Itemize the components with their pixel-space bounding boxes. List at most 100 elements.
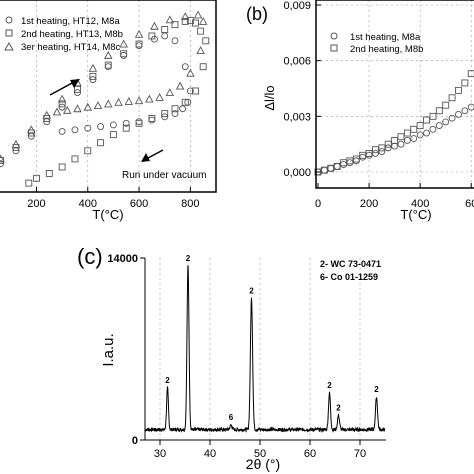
- panel-c-ticks: 30 40 50 60 70 0 14000: [107, 253, 366, 460]
- panel-a-data-point: [114, 97, 123, 106]
- panel-a-data-point: [171, 21, 179, 29]
- legend-entry-a2: 2nd heating, HT13, M8b: [21, 29, 123, 40]
- panel-c-label: (c): [77, 244, 103, 269]
- panel-b-data-point: [384, 144, 392, 152]
- panel-c-ylabel: I.a.u.: [100, 333, 117, 366]
- panel-a-data-point: [104, 61, 112, 69]
- panel-a-ticks: 200 400 600 800: [27, 187, 200, 210]
- panel-b-ytick-label: 0,000: [283, 167, 311, 179]
- panel-b-xtick-label: 400: [411, 198, 429, 210]
- panel-b-xtick-label: 60: [465, 198, 474, 210]
- panel-b-axes-frame: [315, 0, 474, 189]
- panel-b-data-point: [442, 118, 450, 126]
- panel-a-legend: 1st heating, HT12, M8a 2nd heating, HT13…: [4, 16, 123, 53]
- panel-a-data-point: [199, 63, 207, 71]
- panel-a-gridlines: [36, 0, 191, 192]
- xrd-peak-label: 2: [336, 403, 341, 412]
- panel-b-data-point: [403, 129, 411, 137]
- panel-c-xtick-label: 50: [254, 448, 266, 460]
- legend-entry-a1: 1st heating, HT12, M8a: [21, 16, 120, 27]
- xrd-pattern-line: [144, 265, 386, 434]
- panel-a-data-point: [88, 63, 98, 72]
- panel-a-data-point: [145, 94, 154, 103]
- panel-b-ytick-label: 0,003: [283, 111, 311, 123]
- panel-a-data-point: [52, 107, 62, 116]
- legend-entry-b1: 1st heating, M8a: [350, 32, 421, 43]
- xrd-peak-label: 2: [374, 385, 379, 394]
- panel-a-data-point: [161, 110, 169, 118]
- panel-a-data-point: [148, 116, 156, 124]
- panel-b-data-point: [435, 107, 443, 115]
- panel-b-data-point: [410, 125, 418, 133]
- panel-b-data-point: [397, 140, 405, 148]
- panel-a-data-point: [197, 27, 205, 35]
- panel-a: 200 400 600 800 T(°C) 1st heating, HT12, M8…: [0, 0, 217, 222]
- panel-a-data-point: [171, 105, 179, 113]
- panel-b-data-point: [333, 162, 341, 170]
- panel-b-data-point: [416, 122, 424, 130]
- panel-a-data-point: [45, 169, 53, 177]
- panel-a-data-point: [42, 110, 51, 119]
- panel-a-data-point: [186, 17, 194, 25]
- panel-a-data-point: [122, 119, 130, 127]
- panel-a-data-point: [198, 16, 208, 25]
- panel-a-data-point: [135, 40, 143, 48]
- panel-b-xtick-label: 0: [315, 198, 321, 210]
- panel-b-data-point: [378, 148, 386, 156]
- legend-triangle-marker: [4, 41, 14, 51]
- xrd-peak-label: 2: [186, 254, 191, 263]
- panel-b-data-point: [429, 112, 437, 120]
- panel-a-data-point: [0, 154, 5, 163]
- panel-b-ytick-label: 0,006: [283, 56, 311, 68]
- panel-a-data-point: [71, 126, 79, 134]
- panel-a-data-point: [62, 105, 72, 114]
- panel-a-data-point: [186, 87, 194, 95]
- panel-a-data-point: [196, 46, 205, 54]
- panel-a-data-point: [89, 72, 97, 80]
- panel-a-data-point: [181, 63, 189, 71]
- panel-b-data-point: [455, 86, 462, 94]
- panel-a-series-3: [0, 10, 208, 163]
- xrd-peak-label: 6: [229, 413, 234, 422]
- panel-b-data-point: [416, 131, 424, 139]
- panel-b-data-point: [423, 129, 430, 137]
- panel-a-data-point: [171, 37, 179, 45]
- panel-a-data-point: [104, 99, 113, 108]
- panel-a-data-point: [97, 139, 105, 147]
- panel-b-data-point: [448, 94, 456, 102]
- legend-entry-b2: 2nd heating, M8b: [350, 44, 423, 55]
- panel-c-legend-co: 6- Co 01-1259: [320, 272, 378, 282]
- panel-a-data-point: [181, 17, 189, 25]
- panel-b-ytick-label: 0,009: [283, 0, 311, 12]
- panel-b-ylabel: Δl/lo: [262, 85, 277, 110]
- panel-a-data-point: [124, 97, 134, 105]
- panel-b-data-point: [435, 122, 443, 130]
- panel-a-data-point: [148, 115, 156, 122]
- cooling-arrow: [141, 149, 164, 162]
- xrd-peak-label: 2: [249, 286, 254, 295]
- panel-a-data-point: [104, 50, 113, 59]
- panel-a-data-point: [161, 26, 169, 33]
- panel-b-data-point: [352, 155, 360, 163]
- panel-a-data-point: [180, 12, 190, 21]
- panel-a-xtick-label: 400: [79, 198, 97, 210]
- panel-a-xtick-label: 600: [130, 198, 148, 210]
- panel-a-data-point: [171, 110, 179, 118]
- panel-b-data-point: [410, 135, 418, 143]
- panel-a-annotation: Run under vacuum: [122, 170, 207, 181]
- panel-b-series-2: [314, 70, 474, 176]
- panel-b-data-point: [378, 144, 386, 152]
- panel-a-xtick-label: 800: [181, 198, 199, 210]
- panel-b-data-point: [397, 133, 405, 141]
- panel-a-data-point: [109, 131, 117, 139]
- panel-a-data-point: [33, 174, 40, 182]
- panel-b-data-point: [391, 142, 399, 150]
- panel-b-data-point: [320, 166, 328, 174]
- panel-a-data-point: [84, 124, 92, 132]
- panel-b-ticks: 0 200 400 60 0,000 0,003 0,006 0,009: [283, 0, 474, 210]
- legend-circle-marker: [330, 32, 338, 40]
- panel-b-data-point: [391, 137, 399, 144]
- panel-a-data-point: [134, 29, 144, 38]
- panel-c-xtick-label: 60: [304, 448, 316, 460]
